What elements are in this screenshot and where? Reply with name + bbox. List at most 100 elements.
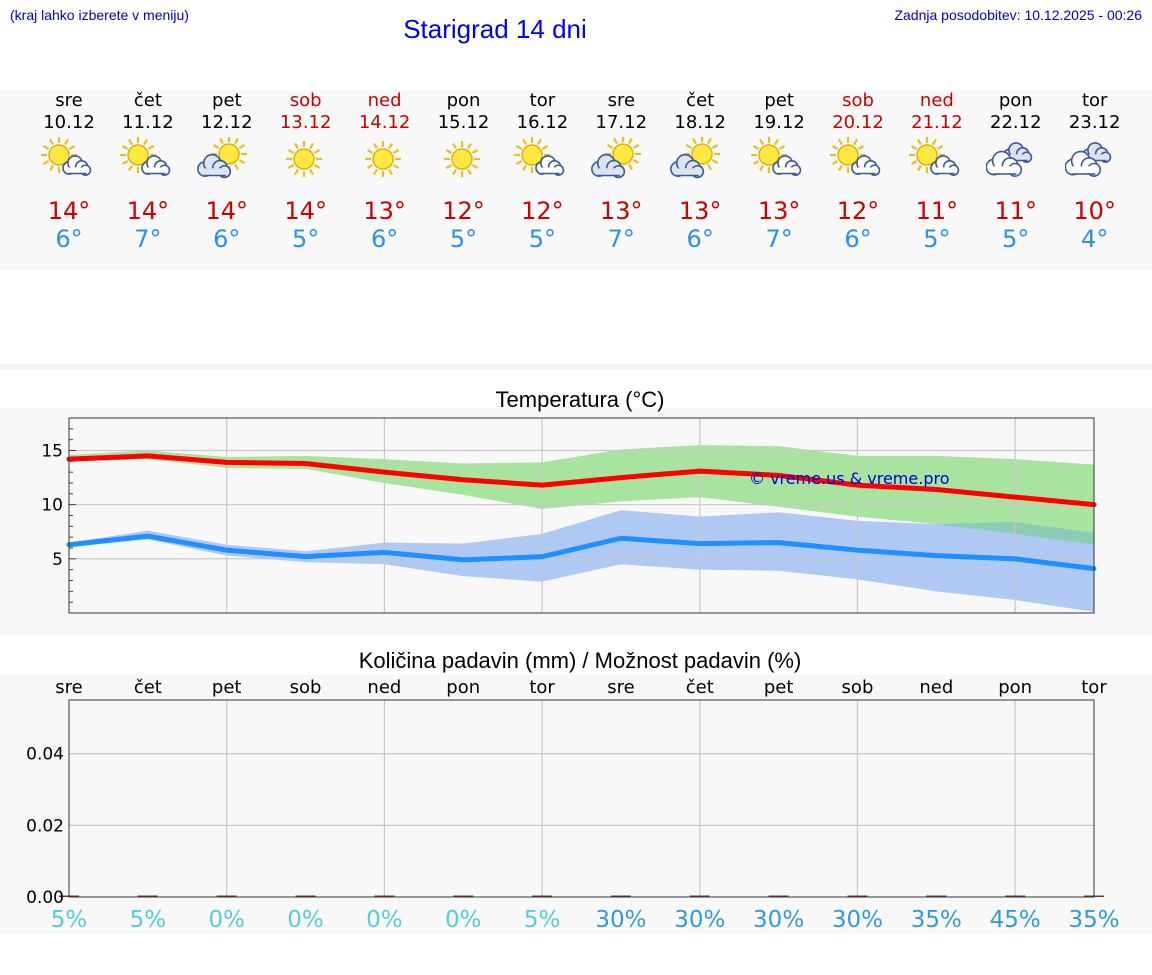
precip-probability: 5% bbox=[524, 907, 561, 933]
min-temp: 6° bbox=[686, 225, 714, 253]
min-temp: 6° bbox=[844, 225, 872, 253]
cloud-body bbox=[936, 167, 954, 173]
category-label: sre bbox=[607, 677, 634, 698]
sun-ray bbox=[516, 145, 523, 150]
cloud-body bbox=[779, 167, 796, 173]
cloud-body bbox=[69, 167, 86, 173]
sun-ray bbox=[49, 164, 54, 172]
y-tick-label: 0.04 bbox=[26, 745, 64, 765]
sun-disc bbox=[837, 144, 859, 166]
sun-ray bbox=[142, 138, 148, 146]
precip-bar bbox=[768, 895, 789, 897]
sun-ray bbox=[387, 168, 393, 176]
max-temp-line bbox=[66, 453, 1097, 508]
y-tick-label: 0.00 bbox=[26, 888, 64, 908]
sun-ray bbox=[293, 168, 299, 176]
sun-ray bbox=[916, 164, 922, 172]
category-label: pon bbox=[446, 677, 480, 698]
sun-ray bbox=[916, 138, 922, 146]
max-temp: 12° bbox=[442, 197, 485, 225]
day-name: pet bbox=[212, 90, 242, 111]
sun-ray bbox=[287, 164, 294, 169]
precip-probability: 35% bbox=[1068, 907, 1119, 933]
day-date: 14.12 bbox=[358, 112, 411, 133]
cloud-body bbox=[1072, 166, 1094, 174]
day-name: tor bbox=[529, 90, 556, 111]
category-label: ned bbox=[367, 677, 401, 698]
min-temp: 7° bbox=[134, 225, 162, 253]
day-date: 12.12 bbox=[201, 112, 253, 133]
cloud-body bbox=[993, 166, 1015, 174]
day-date: 13.12 bbox=[279, 112, 332, 133]
sun-ray bbox=[774, 138, 780, 146]
day-date: 17.12 bbox=[595, 112, 648, 133]
max-temp: 14° bbox=[284, 197, 327, 225]
weather-icon bbox=[196, 136, 253, 187]
sun-ray bbox=[313, 149, 320, 154]
cloud-body bbox=[542, 167, 559, 173]
sun-ray bbox=[387, 142, 393, 150]
min-temp-line bbox=[66, 533, 1097, 572]
category-label: pon bbox=[998, 677, 1032, 698]
day-date: 18.12 bbox=[674, 112, 726, 133]
category-label: sob bbox=[842, 677, 874, 698]
last-update: Zadnja posodobitev: 10.12.2025 - 00:26 bbox=[894, 7, 1142, 23]
sun-disc bbox=[916, 144, 938, 166]
divider bbox=[0, 364, 1152, 370]
sun-disc bbox=[371, 148, 394, 170]
day-name: pon bbox=[998, 90, 1033, 111]
sun-ray bbox=[287, 149, 294, 154]
sun-ray bbox=[838, 138, 843, 146]
day-name: pet bbox=[764, 90, 794, 111]
max-temp: 12° bbox=[521, 197, 564, 225]
sun-ray bbox=[366, 164, 373, 169]
sun-ray bbox=[49, 138, 54, 146]
sun-ray bbox=[293, 142, 299, 150]
day-name: pon bbox=[446, 90, 481, 111]
weather-icon bbox=[749, 137, 805, 187]
sun-ray bbox=[42, 145, 50, 150]
weather-icon bbox=[355, 137, 411, 187]
weather-icon bbox=[828, 137, 884, 187]
weather-icon bbox=[1064, 137, 1121, 187]
category-label: tor bbox=[1081, 677, 1107, 698]
min-temp: 4° bbox=[1081, 225, 1109, 253]
cloud-body bbox=[599, 168, 619, 175]
precipitation-chart: sre čet pet sob ned pon tor sre čet pet sob ned pon t… bbox=[26, 677, 1119, 933]
min-temp: 6° bbox=[55, 225, 83, 253]
precip-bar bbox=[295, 895, 316, 897]
min-temp: 6° bbox=[213, 225, 241, 253]
min-temp: 5° bbox=[449, 225, 478, 253]
category-label: sob bbox=[290, 677, 322, 698]
sun-ray bbox=[127, 164, 133, 172]
watermark-text: © vreme.us & vreme.pro bbox=[749, 469, 950, 488]
sun-ray bbox=[308, 142, 314, 150]
precip-bar bbox=[926, 895, 947, 897]
precip-probability: 5% bbox=[51, 907, 88, 933]
sun-ray bbox=[466, 168, 472, 176]
sun-ray bbox=[233, 137, 239, 145]
precip-probability: 35% bbox=[911, 907, 962, 933]
sun-disc bbox=[218, 143, 240, 165]
sun-icon bbox=[364, 141, 401, 177]
sun-ray bbox=[752, 160, 760, 165]
cloud-body bbox=[1088, 154, 1106, 160]
sun-ray bbox=[516, 160, 523, 165]
precip-bar bbox=[216, 895, 237, 897]
sun-disc bbox=[521, 144, 544, 166]
sun-ray bbox=[712, 144, 719, 149]
daily-forecast-panel: sre 10.12 14° 6° čet 11.12 14° 7° pet 12.12 14° 6° s… bbox=[0, 90, 1152, 270]
sun-ray bbox=[759, 164, 765, 172]
max-temp: 14° bbox=[47, 197, 91, 225]
day-name: sob bbox=[289, 90, 322, 111]
precip-probability: 30% bbox=[674, 907, 725, 933]
sun-ray bbox=[707, 137, 713, 145]
sun-ray bbox=[238, 144, 245, 149]
day-date: 23.12 bbox=[1068, 112, 1121, 133]
day-date: 21.12 bbox=[911, 112, 963, 133]
sun-ray bbox=[838, 164, 843, 172]
precip-probability: 30% bbox=[595, 907, 646, 933]
min-temp: 5° bbox=[1002, 225, 1030, 253]
category-label: tor bbox=[529, 677, 555, 698]
sun-disc bbox=[612, 143, 635, 165]
